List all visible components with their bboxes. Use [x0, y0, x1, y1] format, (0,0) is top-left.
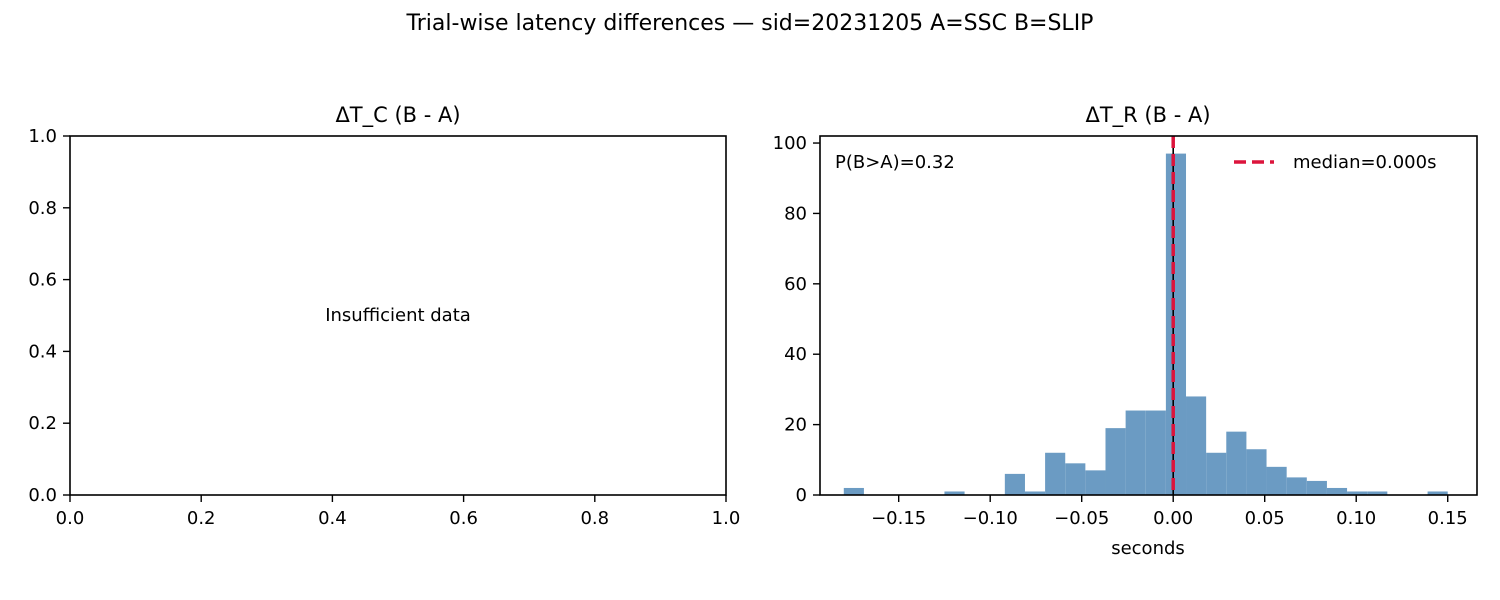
- y-tick-label: 0: [796, 485, 807, 506]
- y-tick-label: 100: [773, 133, 807, 154]
- x-tick-label: 0.8: [580, 508, 609, 529]
- figure-suptitle: Trial-wise latency differences — sid=202…: [406, 11, 1094, 36]
- panel-delta-tc-title: ΔT_C (B - A): [335, 103, 460, 128]
- x-tick-label: 0.6: [449, 508, 478, 529]
- panel-delta-tr-title: ΔT_R (B - A): [1085, 103, 1210, 128]
- histogram-bar: [1326, 487, 1348, 495]
- histogram-bar: [1085, 470, 1106, 495]
- x-tick-label: 0.10: [1336, 508, 1376, 529]
- panel-delta-tr: ΔT_R (B - A) −0.15 −0.10 −0.05 0.00 0.05 0.10…: [773, 103, 1478, 559]
- y-tick-label: 20: [784, 415, 807, 436]
- x-tick-label: 0.2: [187, 508, 216, 529]
- histogram-bar: [1206, 452, 1227, 495]
- x-tick-label: 1.0: [712, 508, 741, 529]
- x-tick-label: 0.00: [1153, 508, 1193, 529]
- panel-delta-tr-frame: [819, 135, 1478, 496]
- histogram-bar: [1226, 431, 1247, 495]
- y-tick-label: 80: [784, 203, 807, 224]
- legend: median=0.000s: [1234, 152, 1436, 173]
- insufficient-data-message: Insufficient data: [325, 305, 471, 326]
- histogram-bar: [944, 491, 965, 495]
- panel-delta-tc: ΔT_C (B - A) 0.0 0.2 0.4 0.6 0.8 1.0 0.0 0.2 0.4…: [28, 103, 740, 529]
- x-tick-label: −0.05: [1054, 508, 1109, 529]
- histogram-bar: [1105, 428, 1126, 495]
- x-tick-label: 0.05: [1245, 508, 1285, 529]
- y-tick-label: 40: [784, 344, 807, 365]
- histogram-bar: [1306, 480, 1327, 495]
- histogram-bar: [1246, 449, 1267, 495]
- y-tick-label: 0.8: [28, 198, 57, 219]
- histogram-bar: [843, 487, 864, 495]
- histogram-bar: [1286, 477, 1307, 495]
- x-tick-label: −0.15: [871, 508, 926, 529]
- histogram-bar: [1367, 491, 1388, 495]
- x-axis-label: seconds: [1111, 538, 1185, 559]
- histogram-bar: [1004, 473, 1025, 495]
- y-tick-label: 0.6: [28, 270, 57, 291]
- histogram-bar: [1024, 491, 1046, 495]
- y-tick-label: 0.0: [28, 485, 57, 506]
- y-tick-label: 0.4: [28, 341, 57, 362]
- x-tick-label: 0.4: [318, 508, 347, 529]
- histogram-bar: [1427, 491, 1448, 495]
- histogram-bar: [1045, 452, 1066, 495]
- histogram-bar: [1065, 463, 1086, 495]
- probability-annotation: P(B>A)=0.32: [835, 152, 955, 173]
- x-tick-label: −0.10: [963, 508, 1018, 529]
- histogram-bar: [1347, 491, 1368, 495]
- y-tick-label: 0.2: [28, 413, 57, 434]
- y-tick-label: 1.0: [28, 126, 57, 147]
- histogram-bar: [1186, 396, 1207, 495]
- histogram-bar: [1125, 410, 1146, 495]
- histogram-bar: [1165, 153, 1187, 496]
- x-tick-label: 0.0: [56, 508, 85, 529]
- histogram-bar: [1145, 410, 1166, 495]
- y-tick-label: 60: [784, 274, 807, 295]
- histogram-bar: [1266, 466, 1287, 495]
- x-tick-label: 0.15: [1428, 508, 1468, 529]
- panel-delta-tc-frame: [69, 135, 727, 496]
- legend-median-label: median=0.000s: [1293, 152, 1436, 173]
